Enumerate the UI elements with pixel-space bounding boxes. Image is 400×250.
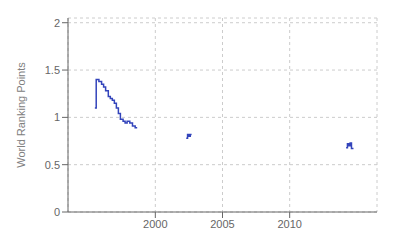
svg-text:0.5: 0.5 — [45, 159, 60, 171]
svg-text:2000: 2000 — [143, 218, 167, 230]
svg-text:2010: 2010 — [277, 218, 301, 230]
svg-text:1.5: 1.5 — [45, 64, 60, 76]
svg-text:2005: 2005 — [210, 218, 234, 230]
svg-text:World Ranking Points: World Ranking Points — [15, 62, 27, 168]
svg-text:2: 2 — [54, 17, 60, 29]
svg-text:0: 0 — [54, 206, 60, 218]
svg-text:1: 1 — [54, 111, 60, 123]
